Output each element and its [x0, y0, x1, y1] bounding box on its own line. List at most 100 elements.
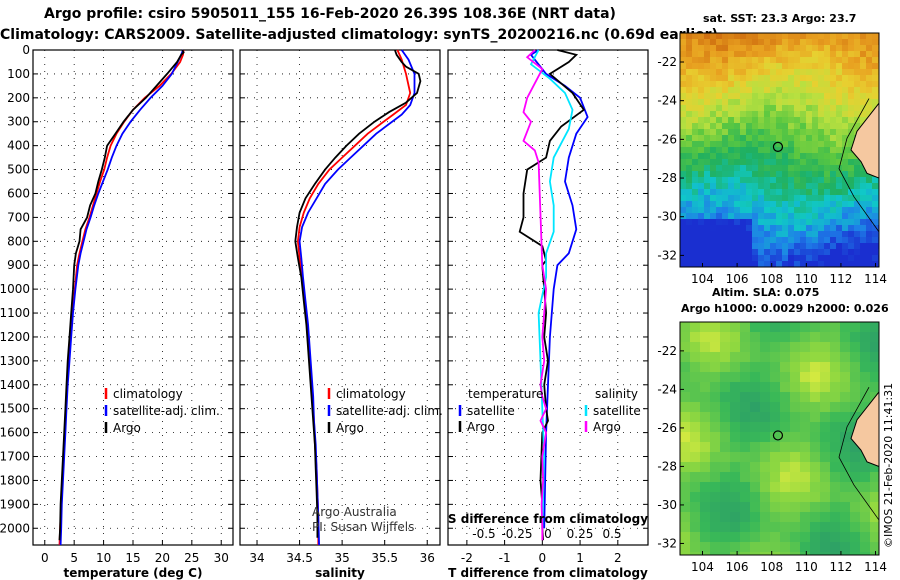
sst-map-cell: [782, 81, 788, 87]
sla-map-cell: [870, 512, 879, 522]
sst-map-cell: [746, 249, 752, 255]
sst-map-cell: [686, 213, 692, 219]
sla-map-cell: [860, 372, 870, 382]
sla-map-cell: [770, 442, 780, 452]
sla-map-cell: [720, 442, 730, 452]
sst-map-cell: [836, 93, 842, 99]
sst-map-cell: [746, 135, 752, 141]
sst-map-cell: [692, 63, 698, 69]
sst-map-cell: [872, 213, 878, 219]
sst-map-cell: [854, 159, 860, 165]
sst-map-cell: [836, 177, 842, 183]
sla-map-cell: [820, 332, 830, 342]
sst-map-cell: [782, 63, 788, 69]
sst-map-cell: [794, 93, 800, 99]
sst-map-cell: [746, 183, 752, 189]
sst-map-cell: [794, 201, 800, 207]
sst-map-cell: [770, 81, 776, 87]
sla-map-cell: [850, 532, 860, 542]
sla-map-cell: [750, 402, 760, 412]
sst-map-cell: [830, 69, 836, 75]
sst-map-cell: [752, 189, 758, 195]
sst-map-cell: [788, 261, 794, 267]
sla-map-cell: [800, 462, 810, 472]
sla-map-cell: [830, 402, 840, 412]
sla-map-cell: [740, 432, 750, 442]
sst-map-cell: [782, 33, 788, 39]
sla-map-cell: [810, 522, 820, 532]
sst-map-cell: [728, 117, 734, 123]
sst-map-cell: [824, 225, 830, 231]
sla-map-cell: [740, 482, 750, 492]
sst-map-cell: [710, 93, 716, 99]
sst-map-cell: [842, 159, 848, 165]
sst-map-cell: [848, 171, 854, 177]
sst-map-cell: [698, 153, 704, 159]
sla-map-cell: [810, 412, 820, 422]
sla-map-cell: [720, 422, 730, 432]
sst-map-cell: [770, 207, 776, 213]
sla-map-cell: [790, 482, 800, 492]
sst-map-cell: [824, 153, 830, 159]
sla-map-cell: [700, 412, 710, 422]
sst-map-cell: [692, 57, 698, 63]
sst-map-cell: [716, 183, 722, 189]
sst-map-cell: [848, 81, 854, 87]
sla-map-cell: [830, 462, 840, 472]
sla-map-cell: [700, 552, 710, 555]
sst-map-cell: [680, 45, 686, 51]
sst-map-cell: [794, 69, 800, 75]
sst-map-cell: [800, 51, 806, 57]
sst-map-cell: [728, 39, 734, 45]
sst-map-cell: [872, 207, 878, 213]
sst-map-x-tick-label: 108: [760, 272, 783, 286]
sst-map-cell: [746, 219, 752, 225]
sla-map-cell: [770, 522, 780, 532]
sst-map-cell: [680, 135, 686, 141]
sst-map-cell: [854, 33, 860, 39]
sst-map-cell: [716, 129, 722, 135]
sst-map-cell: [872, 225, 878, 231]
y-tick-label: 400: [7, 139, 30, 153]
sla-map-y-tick-label: -22: [657, 344, 677, 358]
sst-map-cell: [692, 189, 698, 195]
sst-map-cell: [794, 237, 800, 243]
sla-map-cell: [760, 402, 770, 412]
sst-map-cell: [686, 207, 692, 213]
sst-map-cell: [764, 183, 770, 189]
sst-map-cell: [722, 225, 728, 231]
sla-map-cell: [860, 522, 870, 532]
sla-map-cell: [870, 542, 879, 552]
sst-map-cell: [866, 231, 872, 237]
sla-map-cell: [710, 442, 720, 452]
title-line-2: Climatology: CARS2009. Satellite-adjuste…: [0, 27, 718, 43]
sst-map-cell: [704, 171, 710, 177]
sst-map-cell: [746, 177, 752, 183]
sst-map-cell: [680, 249, 686, 255]
sst-map-cell: [710, 219, 716, 225]
sst-map-cell: [728, 225, 734, 231]
secondary-x-tick-label: -0.25: [501, 527, 532, 541]
sst-map-cell: [722, 177, 728, 183]
sst-map-cell: [740, 135, 746, 141]
sst-map-cell: [680, 213, 686, 219]
sst-map-cell: [770, 63, 776, 69]
sst-map-cell: [686, 105, 692, 111]
sla-map-cell: [700, 522, 710, 532]
sst-map-cell: [782, 255, 788, 261]
sst-map-cell: [776, 135, 782, 141]
sst-map-x-tick-label: 104: [691, 272, 714, 286]
sst-map-cell: [830, 195, 836, 201]
sla-map-cell: [720, 472, 730, 482]
sla-map-cell: [800, 412, 810, 422]
sst-map-cell: [746, 147, 752, 153]
sst-map-y-tick-label: -30: [657, 210, 677, 224]
sst-map-cell: [710, 39, 716, 45]
sla-map-cell: [690, 392, 700, 402]
sst-map-cell: [770, 195, 776, 201]
sst-map-cell: [758, 93, 764, 99]
sla-map-cell: [820, 502, 830, 512]
sst-map-cell: [848, 141, 854, 147]
sst-map-cell: [728, 135, 734, 141]
sst-map-cell: [728, 51, 734, 57]
